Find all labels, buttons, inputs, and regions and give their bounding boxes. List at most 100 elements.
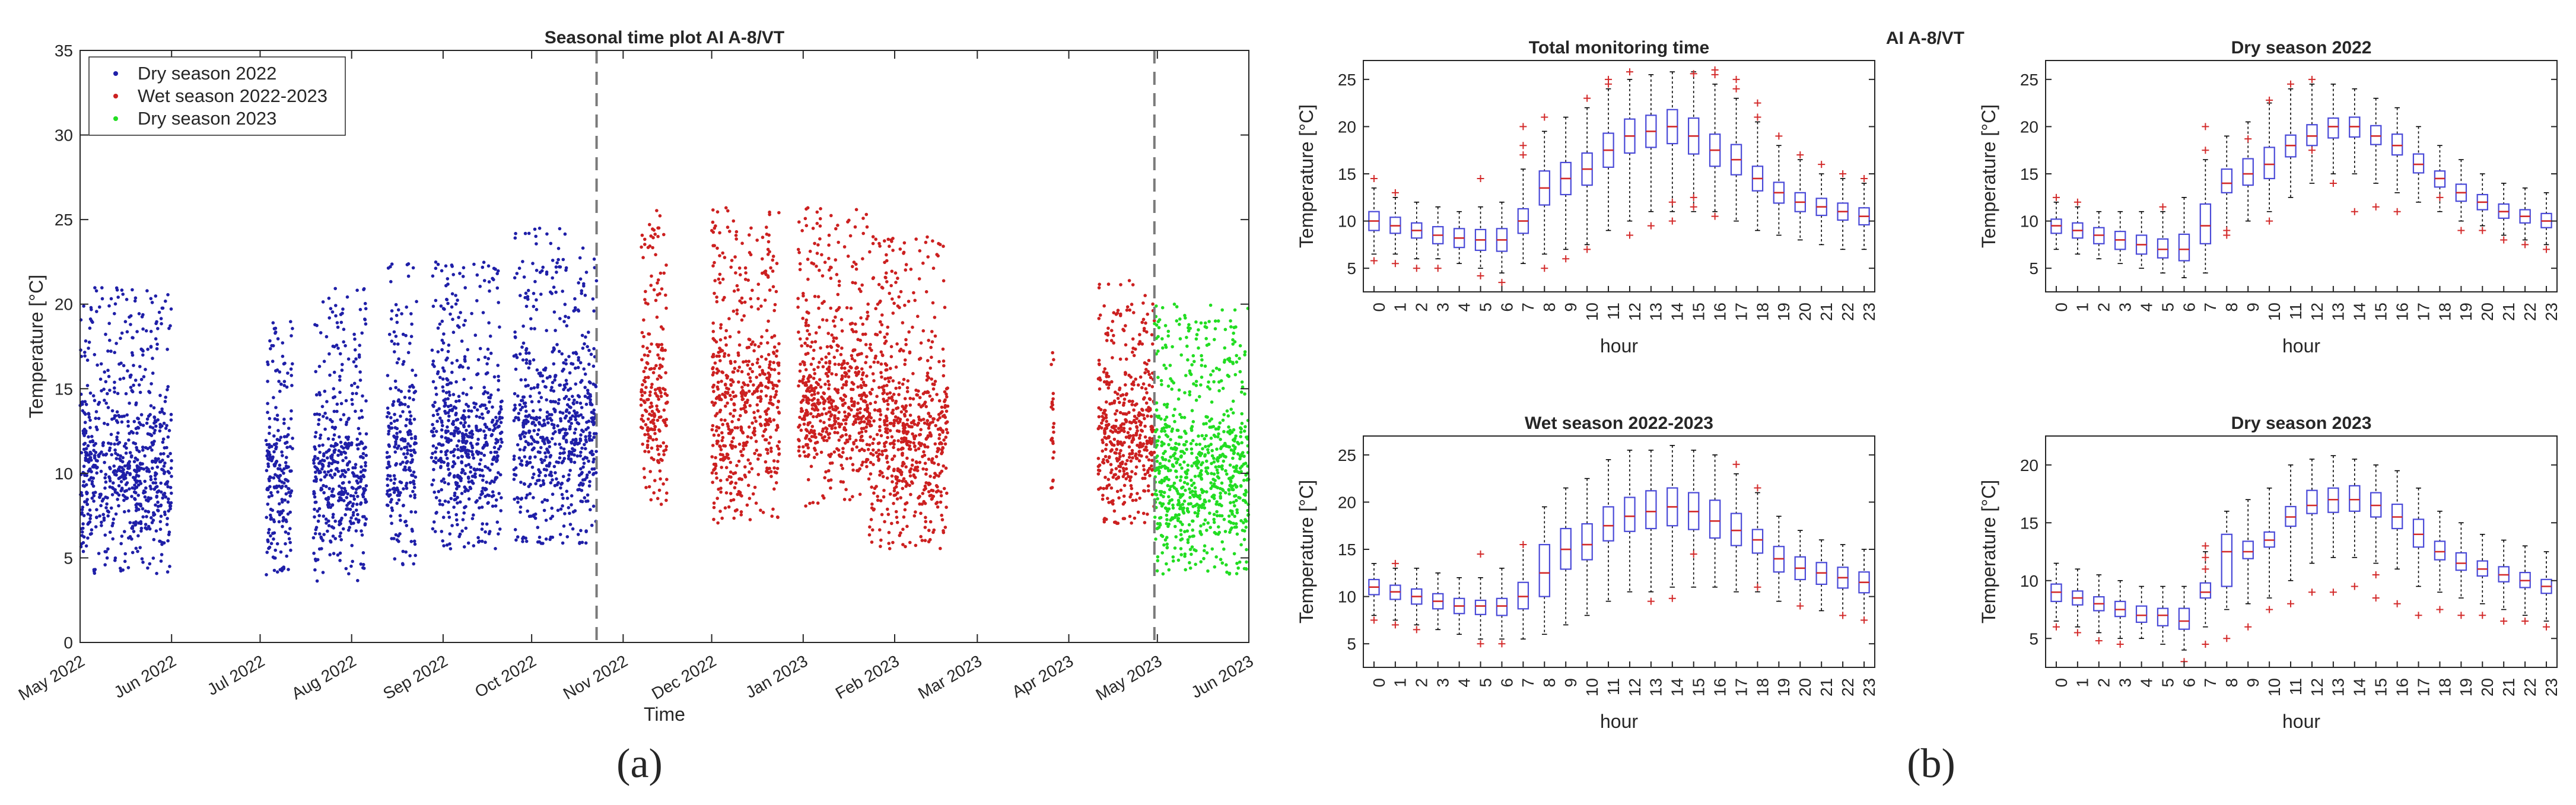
data-point <box>740 394 744 399</box>
data-point <box>584 447 587 451</box>
data-point <box>346 528 351 532</box>
data-point <box>444 411 447 415</box>
data-point <box>578 277 583 281</box>
data-point <box>527 514 532 518</box>
data-point <box>860 283 864 287</box>
data-point <box>137 383 141 387</box>
data-point <box>939 494 943 498</box>
data-point <box>858 492 862 497</box>
data-point <box>287 568 290 571</box>
data-point <box>554 442 557 446</box>
data-point <box>552 464 556 469</box>
data-point <box>578 454 582 458</box>
data-point <box>486 264 491 268</box>
data-point <box>440 479 444 483</box>
data-point <box>661 357 665 361</box>
data-point <box>106 514 110 518</box>
data-point <box>401 460 405 464</box>
data-point <box>476 536 480 540</box>
data-point <box>519 505 523 509</box>
data-point <box>908 413 912 417</box>
data-point <box>133 299 137 303</box>
data-point <box>285 554 289 558</box>
data-point <box>284 542 287 546</box>
data-point <box>142 467 146 471</box>
data-point <box>875 333 879 337</box>
data-point <box>569 417 573 421</box>
data-point <box>723 383 727 387</box>
data-point <box>840 329 844 333</box>
data-point <box>893 493 898 497</box>
data-point <box>662 449 666 453</box>
data-point <box>360 441 364 446</box>
data-point <box>447 414 451 418</box>
data-point <box>775 349 779 353</box>
data-point <box>870 502 874 506</box>
data-point <box>532 409 535 413</box>
data-point <box>864 361 867 364</box>
data-point <box>1131 498 1135 502</box>
data-point <box>936 447 940 450</box>
data-point <box>485 522 489 526</box>
data-point <box>856 385 860 389</box>
data-point <box>859 316 863 320</box>
data-point <box>338 374 342 378</box>
data-point <box>592 412 596 415</box>
data-point <box>641 413 644 418</box>
data-point <box>327 462 331 465</box>
data-point <box>713 279 717 282</box>
data-point <box>586 389 590 392</box>
data-point <box>643 237 647 241</box>
data-point <box>768 212 771 217</box>
data-point <box>718 510 722 513</box>
data-point <box>648 405 652 409</box>
data-point <box>498 417 501 421</box>
data-point <box>95 310 98 313</box>
data-point <box>397 357 400 361</box>
data-point <box>545 498 549 502</box>
data-point <box>314 528 318 532</box>
data-point <box>756 282 761 287</box>
data-point <box>851 495 854 498</box>
data-point <box>730 420 734 424</box>
data-point <box>466 489 470 492</box>
data-point <box>768 363 772 367</box>
data-point <box>1147 358 1151 362</box>
data-point <box>447 482 450 486</box>
data-point <box>918 460 922 464</box>
data-point <box>879 350 883 354</box>
data-point <box>128 401 131 405</box>
data-point <box>478 539 481 543</box>
data-point <box>899 447 904 451</box>
data-point <box>93 454 97 458</box>
data-point <box>918 249 922 253</box>
data-point <box>758 365 762 369</box>
data-point <box>143 479 147 483</box>
data-point <box>844 488 848 491</box>
data-point <box>659 271 663 275</box>
data-point <box>401 362 405 366</box>
data-point <box>879 371 883 374</box>
data-point <box>1127 456 1131 459</box>
data-point <box>931 239 934 243</box>
data-point <box>167 509 170 513</box>
data-point <box>270 444 273 448</box>
data-point <box>343 486 346 491</box>
data-point <box>842 361 846 365</box>
data-point <box>266 462 270 466</box>
data-point <box>147 496 150 499</box>
data-point <box>136 549 139 553</box>
data-point <box>475 373 479 377</box>
data-point <box>737 343 742 347</box>
data-point <box>329 469 333 472</box>
data-point <box>537 400 541 403</box>
data-point <box>816 398 820 402</box>
data-point <box>836 388 840 392</box>
data-point <box>154 529 158 533</box>
data-point <box>352 332 356 336</box>
data-point <box>583 496 587 499</box>
data-point <box>144 446 148 450</box>
data-point <box>888 429 892 432</box>
data-point <box>360 331 364 335</box>
data-point <box>413 496 416 499</box>
